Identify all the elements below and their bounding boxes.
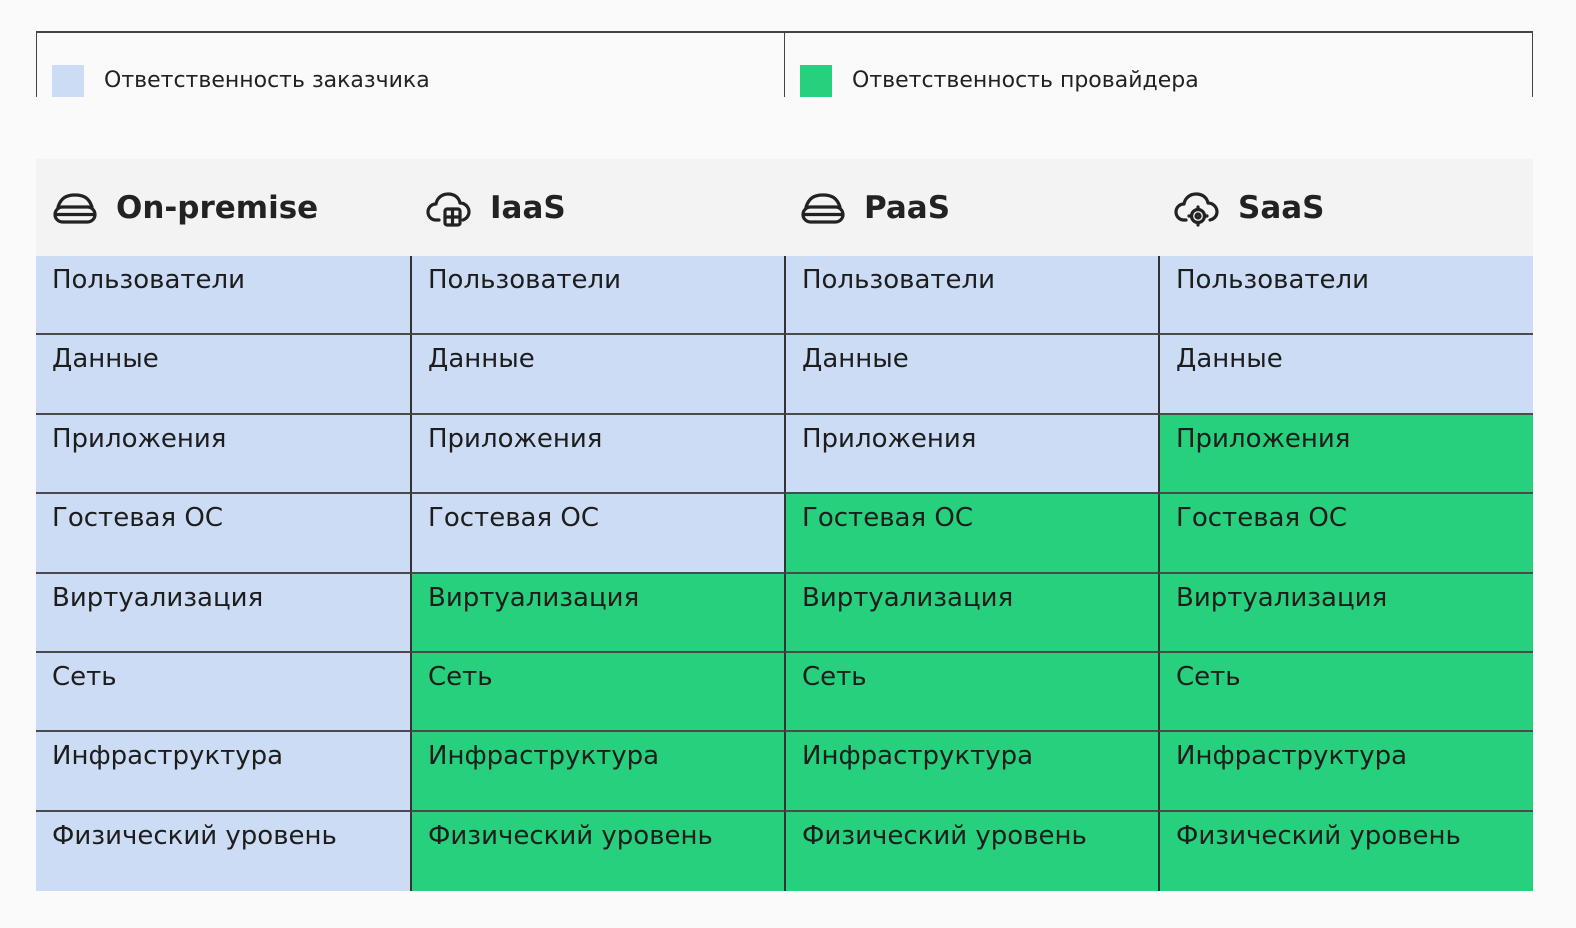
- layer-cell: Гостевая ОС: [784, 494, 1158, 574]
- layer-cell: Сеть: [1158, 652, 1533, 733]
- legend-item-provider: Ответственность провайдера: [784, 33, 1533, 97]
- layer-cell: Виртуализация: [410, 573, 784, 653]
- column-title: IaaS: [490, 189, 566, 226]
- layer-cell: Пользователи: [410, 256, 784, 336]
- layer-cell: Виртуализация: [1158, 573, 1533, 653]
- layer-cell: Инфраструктура: [1158, 732, 1533, 812]
- column-title: PaaS: [864, 189, 951, 226]
- layer-cell: Данные: [784, 335, 1158, 415]
- layer-cell: Инфраструктура: [784, 732, 1158, 812]
- column-header-3: SaaS: [1158, 159, 1533, 256]
- layer-cell: Данные: [36, 335, 410, 415]
- layer-cell: Приложения: [410, 414, 784, 495]
- layer-cell: Инфраструктура: [410, 732, 784, 812]
- server-icon: [800, 188, 846, 228]
- layer-cell: Данные: [410, 335, 784, 415]
- column-header-2: PaaS: [784, 159, 1158, 256]
- layer-cell: Физический уровень: [410, 811, 784, 891]
- layer-cell: Физический уровень: [36, 811, 410, 891]
- cloud-server-icon: [426, 188, 472, 228]
- layer-cell: Гостевая ОС: [1158, 494, 1533, 574]
- layer-cell: Пользователи: [1158, 256, 1533, 336]
- column-title: On-premise: [116, 189, 319, 226]
- responsibility-matrix: On-premise IaaS PaaS SaaS Пользователи Пользо…: [36, 159, 1533, 891]
- layer-cell: Приложения: [1158, 414, 1533, 495]
- layer-cell: Виртуализация: [784, 573, 1158, 653]
- legend-label-provider: Ответственность провайдера: [852, 68, 1199, 93]
- column-header-1: IaaS: [410, 159, 784, 256]
- layer-cell: Инфраструктура: [36, 732, 410, 812]
- server-icon: [52, 188, 98, 228]
- layer-cell: Физический уровень: [784, 811, 1158, 891]
- layer-cell: Пользователи: [36, 256, 410, 336]
- customer-swatch: [52, 65, 84, 97]
- column-header-0: On-premise: [36, 159, 410, 256]
- layer-cell: Сеть: [410, 652, 784, 733]
- cloud-gear-icon: [1174, 188, 1220, 228]
- layer-cell: Физический уровень: [1158, 811, 1533, 891]
- layer-cell: Приложения: [36, 414, 410, 495]
- layer-cell: Гостевая ОС: [36, 494, 410, 574]
- legend-label-customer: Ответственность заказчика: [104, 68, 430, 93]
- layer-cell: Сеть: [784, 652, 1158, 733]
- layer-cell: Виртуализация: [36, 573, 410, 653]
- layer-cell: Пользователи: [784, 256, 1158, 336]
- legend-item-customer: Ответственность заказчика: [36, 33, 784, 97]
- layer-cell: Приложения: [784, 414, 1158, 495]
- legend: Ответственность заказчика Ответственност…: [36, 31, 1533, 97]
- layer-cell: Данные: [1158, 335, 1533, 415]
- column-title: SaaS: [1238, 189, 1325, 226]
- layer-cell: Гостевая ОС: [410, 494, 784, 574]
- provider-swatch: [800, 65, 832, 97]
- layer-cell: Сеть: [36, 652, 410, 733]
